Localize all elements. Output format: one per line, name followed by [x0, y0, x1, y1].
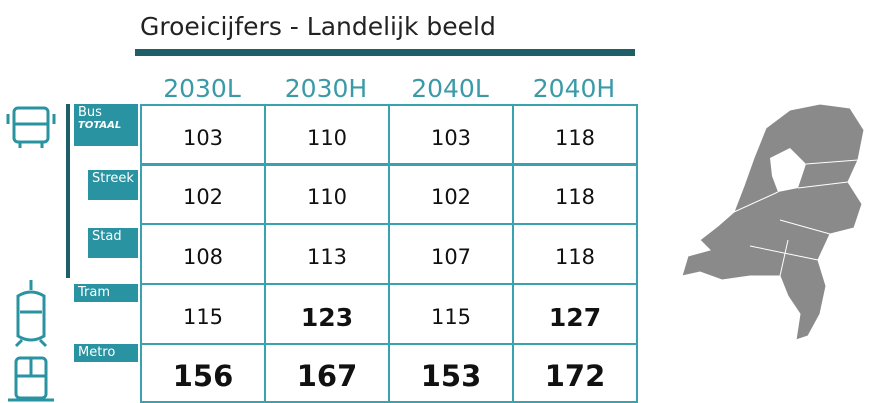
table-cell: 115: [388, 283, 514, 345]
row-label-text: Stad: [92, 229, 122, 244]
icons: [6, 106, 56, 402]
title: Groeicijfers - Landelijk beeld: [140, 12, 496, 41]
row-sublabel: TOTAAL: [78, 120, 122, 131]
table-cell: 127: [512, 283, 638, 345]
row-label-text: Metro: [78, 345, 116, 360]
table-cell: 156: [140, 343, 266, 403]
tram-icon: [14, 280, 48, 348]
table-cell: 118: [512, 104, 638, 166]
row-label-text: Streek: [92, 171, 134, 186]
table-cell: 110: [264, 104, 390, 166]
table-cell: 118: [512, 223, 638, 285]
row-label: Stad: [88, 228, 138, 258]
row-label: Streek: [88, 170, 138, 200]
title-bar: [135, 49, 635, 56]
table-cell: 123: [264, 283, 390, 345]
row-label: Bus TOTAAL: [74, 104, 138, 146]
map: [681, 103, 865, 341]
table-cell: 110: [264, 163, 390, 225]
table-cell: 118: [512, 163, 638, 225]
table-cell: 103: [140, 104, 266, 166]
column-header: 2030H: [284, 74, 368, 103]
column-header: 2040L: [411, 74, 489, 103]
column-header: 2030L: [163, 74, 241, 103]
table-cell: 102: [388, 163, 514, 225]
table-cell: 167: [264, 343, 390, 403]
table-cell: 103: [388, 104, 514, 166]
row-label: Tram: [74, 284, 138, 302]
bus-icon: [6, 106, 56, 148]
netherlands-map: [681, 103, 865, 341]
row-label-text: Bus: [78, 105, 102, 120]
table-cell: 108: [140, 223, 266, 285]
table-cell: 107: [388, 223, 514, 285]
bus-bracket: [66, 104, 70, 278]
table-cell: 115: [140, 283, 266, 345]
table-cell: 172: [512, 343, 638, 403]
row-label-text: Tram: [78, 285, 111, 300]
table-cell: 153: [388, 343, 514, 403]
column-header: 2040H: [532, 74, 616, 103]
metro-icon: [8, 356, 54, 402]
row-label: Metro: [74, 344, 138, 362]
table-cell: 102: [140, 163, 266, 225]
table-cell: 113: [264, 223, 390, 285]
ijsselmeer: [770, 148, 806, 192]
province-borders: [733, 159, 859, 277]
